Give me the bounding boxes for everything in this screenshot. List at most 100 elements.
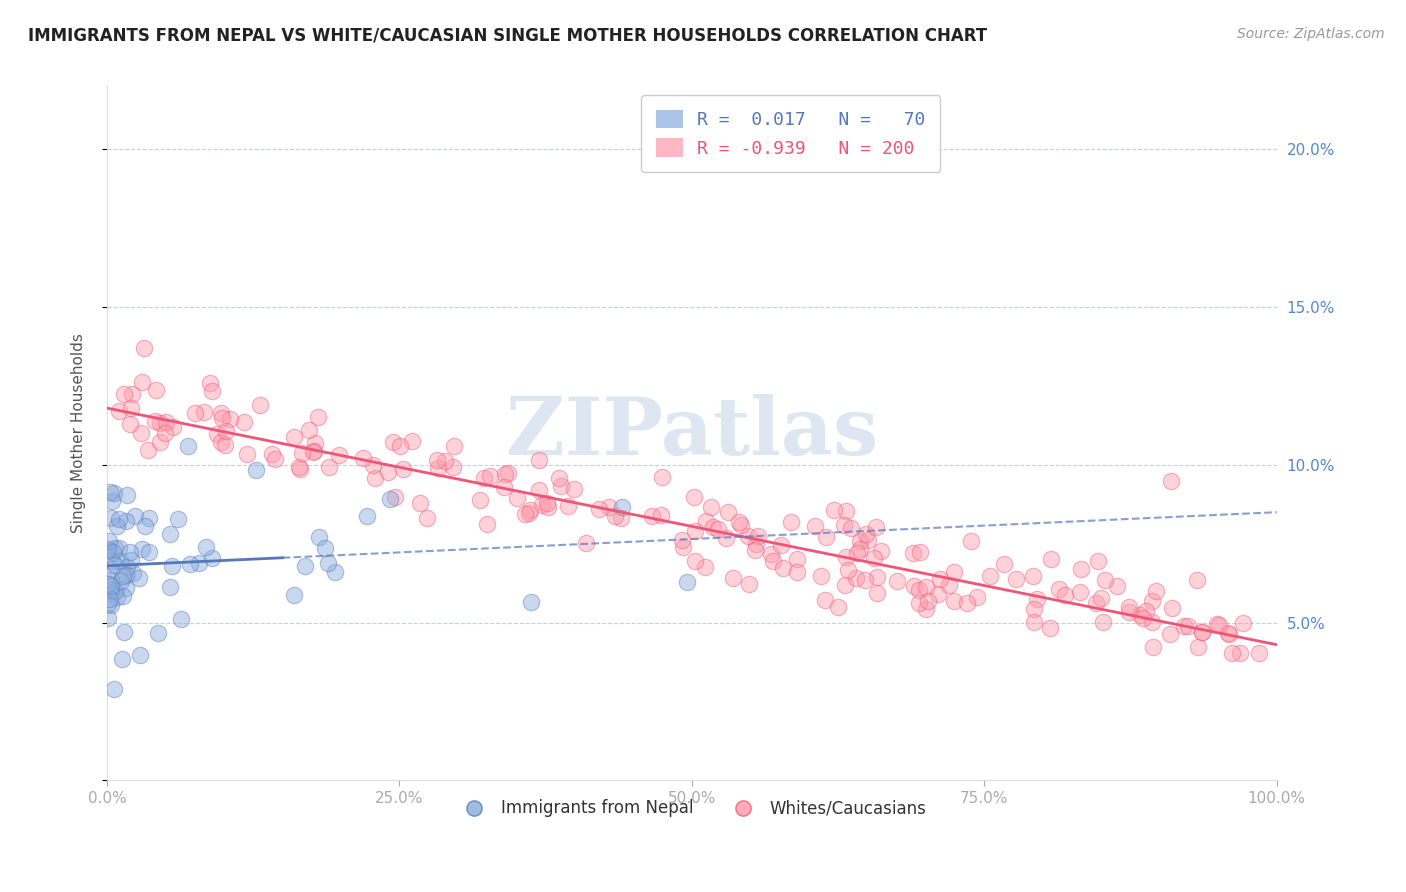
Point [381,434,404,449]
Point [835,503,858,517]
Point [1047,582,1070,596]
Point [441,460,464,475]
Point [323,565,346,579]
Point [938,578,960,592]
Point [671,533,693,547]
Point [112,387,135,401]
Point [472,471,495,485]
Point [855,527,877,541]
Point [959,534,981,549]
Point [211,410,233,425]
Point [179,557,201,571]
Point [1229,646,1251,660]
Point [328,449,350,463]
Point [302,444,325,458]
Point [98,534,121,549]
Point [302,445,325,459]
Point [215,425,238,439]
Point [1191,624,1213,639]
Point [426,453,449,467]
Point [115,514,138,528]
Point [136,443,159,458]
Point [1206,616,1229,631]
Point [160,559,183,574]
Point [676,575,699,590]
Point [149,434,172,449]
Point [1026,591,1049,606]
Point [723,571,745,585]
Point [1129,607,1152,622]
Point [849,541,872,556]
Point [956,596,979,610]
Point [443,439,465,453]
Point [832,517,855,532]
Point [804,518,827,533]
Point [288,462,311,476]
Point [104,541,127,556]
Point [391,461,413,475]
Point [834,577,856,591]
Point [1216,626,1239,640]
Point [1132,610,1154,624]
Point [839,521,862,535]
Point [170,612,193,626]
Point [128,572,150,586]
Point [903,579,925,593]
Point [1069,585,1091,599]
Point [1039,551,1062,566]
Point [100,583,122,598]
Point [194,540,217,554]
Point [107,403,129,417]
Point [845,546,868,560]
Point [1187,640,1209,654]
Point [124,508,146,523]
Point [1022,615,1045,629]
Point [97,577,120,591]
Point [506,491,529,505]
Point [759,547,782,561]
Point [1249,646,1271,660]
Point [1118,605,1140,619]
Point [1232,615,1254,630]
Point [786,551,808,566]
Point [100,562,122,576]
Point [744,543,766,558]
Point [1105,579,1128,593]
Point [1208,617,1230,632]
Point [605,508,627,523]
Point [131,375,153,389]
Point [827,599,849,614]
Point [115,568,138,582]
Point [97,611,120,625]
Point [530,498,553,512]
Point [188,556,211,570]
Point [837,563,859,577]
Point [245,463,267,477]
Point [143,414,166,428]
Point [219,412,242,426]
Point [294,558,316,573]
Point [236,447,259,461]
Point [717,505,740,519]
Point [853,573,876,587]
Point [101,494,124,508]
Point [588,502,610,516]
Point [356,509,378,524]
Point [747,528,769,542]
Point [98,591,121,606]
Point [547,471,569,485]
Point [917,593,939,607]
Point [1160,474,1182,488]
Point [233,416,256,430]
Point [914,602,936,616]
Point [527,483,550,498]
Point [513,508,536,522]
Point [1024,602,1046,616]
Point [209,434,232,449]
Point [129,426,152,441]
Point [112,625,135,640]
Point [159,580,181,594]
Point [702,520,724,534]
Point [706,522,728,536]
Point [745,537,768,551]
